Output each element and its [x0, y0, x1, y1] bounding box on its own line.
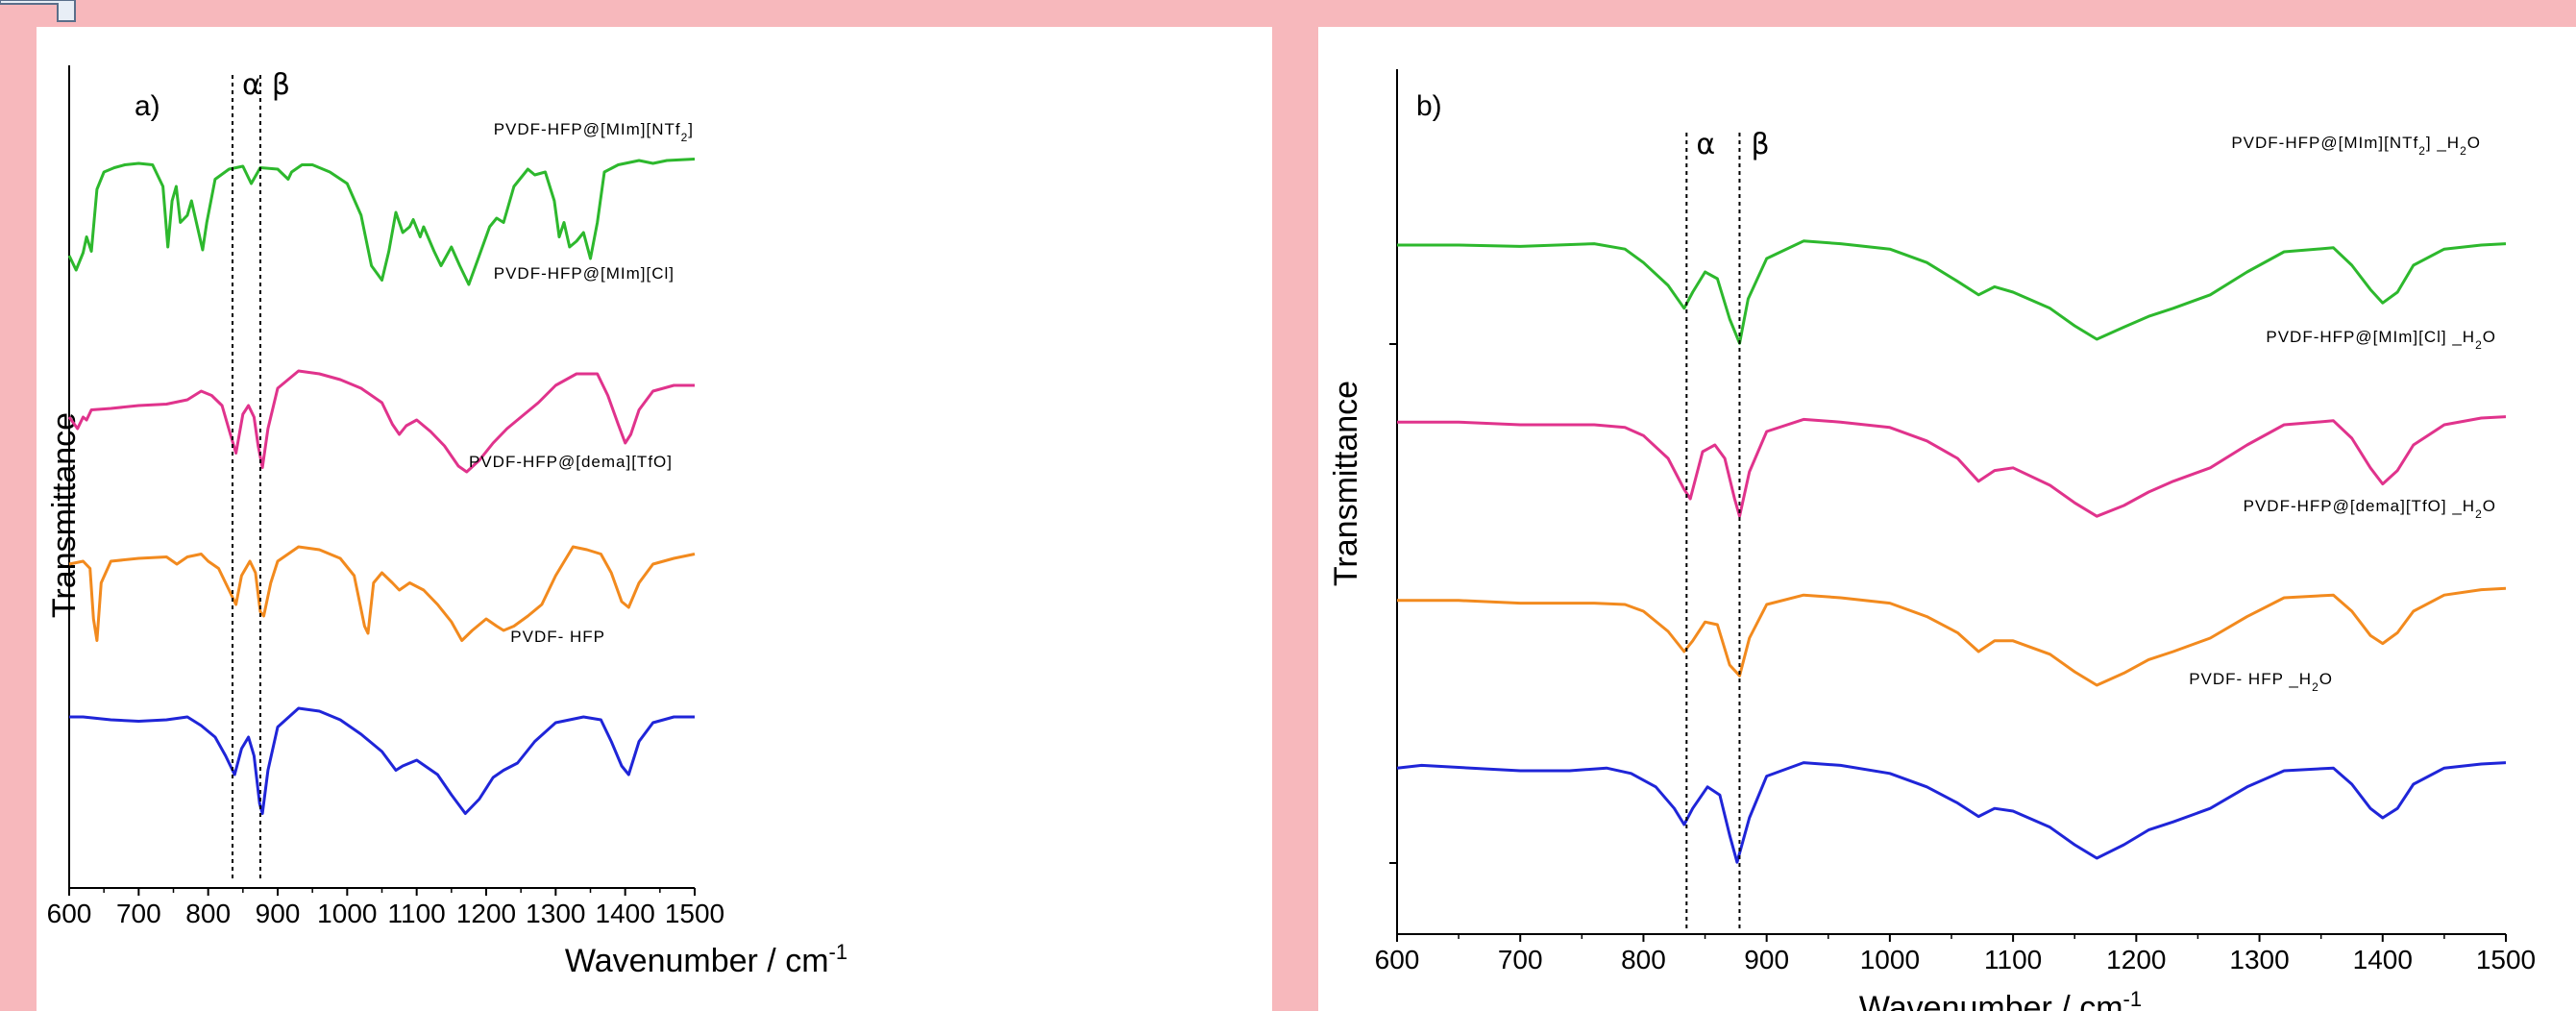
y-axis-title-a: Transmittance [46, 412, 83, 618]
series-label-part: PVDF-HFP@[MIm][Cl] _H [2266, 328, 2475, 346]
series-label-part: 2 [2460, 144, 2467, 158]
x-tick-label-b-1300: 1300 [2229, 945, 2289, 974]
marker-label-b-0: α [1696, 128, 1715, 161]
corner-decoration [0, 0, 76, 22]
series-label-part: PVDF-HFP@[dema][TfO] _H [2244, 497, 2475, 515]
series-label-part: ] [688, 120, 694, 138]
chart-a: a) Transmittance Wavenumber / cm-1 600 70… [46, 65, 847, 979]
series-label-part: PVDF- HFP [510, 628, 605, 646]
marker-label-a-0: α [242, 68, 261, 102]
series-line-a-2 [68, 545, 696, 642]
x-axis-title-a: Wavenumber / cm-1 [565, 940, 847, 979]
series-line-a-1 [67, 369, 695, 474]
x-axis-title-text-b: Wavenumber / cm [1859, 990, 2123, 1011]
chart-panel-b: b) Transmittance Wavenumber / cm-1 600 70… [1318, 27, 2576, 1011]
series-line-b-3 [1396, 761, 2507, 864]
x-tick-label-b-1500: 1500 [2476, 945, 2536, 974]
x-tick-label-a-1300: 1300 [526, 899, 585, 928]
series-line-b-0 [1397, 239, 2507, 345]
series-label-a-3: PVDF- HFP [510, 628, 605, 646]
x-tick-label-a-800: 800 [185, 899, 231, 928]
series-label-a-1: PVDF-HFP@[MIm][Cl] [494, 264, 675, 283]
series-label-b-0: PVDF-HFP@[MIm][NTf2] _H2O [2231, 134, 2481, 158]
x-axis-title-text-a: Wavenumber / cm [565, 943, 829, 979]
series-label-part: 2 [2418, 144, 2426, 158]
chart-b: b) Transmittance Wavenumber / cm-1 600 70… [1328, 69, 2536, 1011]
series-label-part: PVDF- HFP _H [2189, 670, 2312, 688]
series-label-part: PVDF-HFP@[dema][TfO] [469, 453, 673, 471]
series-label-a-0: PVDF-HFP@[MIm][NTf2] [494, 120, 694, 144]
x-tick-label-b-1400: 1400 [2353, 945, 2413, 974]
chart-panel-a: a) Transmittance Wavenumber / cm-1 600 70… [37, 27, 1272, 1011]
series-line-a-0 [67, 158, 696, 286]
x-tick-label-b-1000: 1000 [1860, 945, 1920, 974]
series-line-b-1 [1397, 415, 2507, 518]
series-label-b-3: PVDF- HFP _H2O [2189, 670, 2333, 694]
x-tick-label-b-900: 900 [1744, 945, 1789, 974]
x-axis-title-b: Wavenumber / cm-1 [1859, 987, 2142, 1011]
series-label-part: O [2319, 670, 2333, 688]
series-label-part: 2 [2475, 507, 2483, 521]
x-axis-unit-exponent-a: -1 [829, 940, 848, 964]
x-tick-label-a-1100: 1100 [388, 899, 446, 928]
x-tick-label-b-600: 600 [1375, 945, 1420, 974]
series-label-part: 2 [2312, 680, 2319, 694]
x-tick-label-a-1000: 1000 [317, 899, 377, 928]
series-label-part: PVDF-HFP@[MIm][NTf [2231, 134, 2418, 152]
panel-label-a: a) [135, 90, 160, 122]
series-label-part: O [2467, 134, 2481, 152]
series-label-part: O [2483, 497, 2496, 515]
series-label-b-2: PVDF-HFP@[dema][TfO] _H2O [2244, 497, 2496, 521]
x-tick-label-a-600: 600 [47, 899, 92, 928]
series-label-b-1: PVDF-HFP@[MIm][Cl] _H2O [2266, 328, 2496, 352]
x-tick-label-a-1500: 1500 [665, 899, 724, 928]
series-line-b-2 [1397, 586, 2507, 687]
series-line-a-3 [69, 706, 695, 815]
y-axis-title-b: Transmittance [1328, 381, 1364, 586]
series-label-a-2: PVDF-HFP@[dema][TfO] [469, 453, 673, 471]
series-label-part: PVDF-HFP@[MIm][Cl] [494, 264, 675, 283]
marker-label-a-1: β [272, 68, 290, 102]
series-label-part: ] _H [2426, 134, 2460, 152]
series-label-part: O [2483, 328, 2496, 346]
x-tick-label-b-1200: 1200 [2106, 945, 2166, 974]
x-tick-label-b-1100: 1100 [1984, 945, 2042, 974]
x-tick-label-a-1400: 1400 [596, 899, 655, 928]
series-label-part: 2 [2475, 338, 2483, 352]
series-label-part: PVDF-HFP@[MIm][NTf [494, 120, 681, 138]
x-tick-label-a-900: 900 [256, 899, 301, 928]
x-tick-label-a-1200: 1200 [456, 899, 516, 928]
series-label-part: 2 [681, 131, 689, 144]
x-tick-label-b-800: 800 [1621, 945, 1666, 974]
panel-label-b: b) [1416, 90, 1442, 122]
x-tick-label-a-700: 700 [116, 899, 161, 928]
x-axis-unit-exponent-b: -1 [2123, 987, 2143, 1011]
x-tick-label-b-700: 700 [1498, 945, 1543, 974]
marker-label-b-1: β [1751, 128, 1769, 161]
